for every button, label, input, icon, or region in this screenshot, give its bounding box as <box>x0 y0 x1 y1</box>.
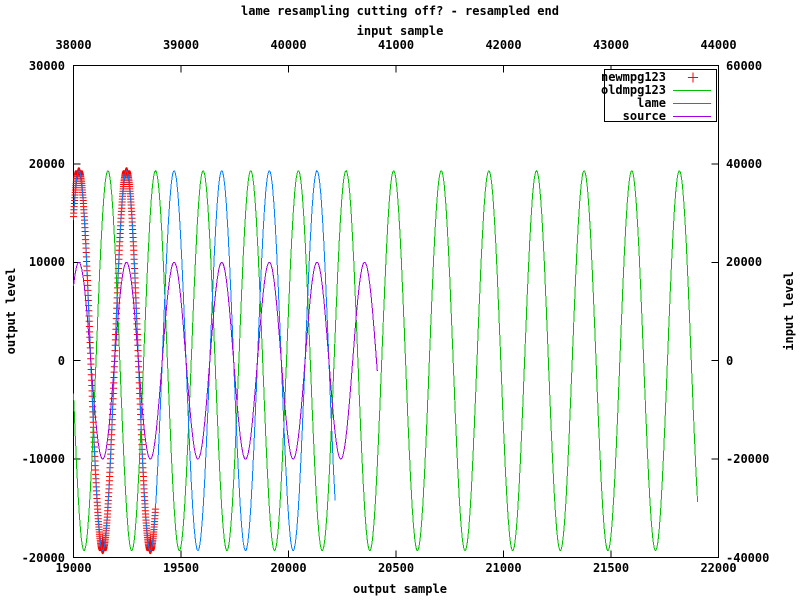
series-oldmpg123 <box>73 170 699 552</box>
x2-tick-label: 41000 <box>377 38 415 52</box>
y-tick-label: 10000 <box>28 255 65 270</box>
x-tick-label: 19500 <box>162 561 200 575</box>
y-tick-label: 20000 <box>28 156 65 171</box>
x-tick-label: 19000 <box>55 561 92 575</box>
legend-box <box>604 69 717 122</box>
series-source <box>73 261 378 460</box>
x2-tick-label: 40000 <box>270 38 307 52</box>
x2-tick-label: 42000 <box>485 38 522 52</box>
y2-tick-label: -20000 <box>726 452 770 467</box>
x-tick-label: 21500 <box>592 561 630 575</box>
x2-tick-label: 43000 <box>592 38 630 52</box>
x2-axis-label: input sample <box>356 24 444 38</box>
x-tick-label: 21000 <box>485 561 522 575</box>
x-axis-label: output sample <box>353 582 447 596</box>
y2-tick-label: 20000 <box>726 255 763 270</box>
chart-title: lame resampling cutting off? - resampled… <box>241 4 559 18</box>
y2-axis-label: input level <box>782 271 796 351</box>
y2-tick-label: 60000 <box>726 58 763 73</box>
x-tick-label: 20500 <box>377 561 415 575</box>
x2-tick-label: 44000 <box>700 38 737 52</box>
y2-tick-label: -40000 <box>726 550 770 565</box>
legend-label-oldmpg123: oldmpg123 <box>600 83 666 97</box>
series-lame <box>73 170 336 552</box>
x2-tick-label: 38000 <box>55 38 92 52</box>
y-axis-label: output level <box>4 267 18 355</box>
legend-sample-marker-newmpg123 <box>688 72 698 83</box>
y-tick-label: 30000 <box>28 58 65 73</box>
legend-label-source: source <box>622 109 666 123</box>
legend-label-newmpg123: newmpg123 <box>600 70 666 84</box>
y2-tick-label: 0 <box>726 353 734 368</box>
x-tick-label: 22000 <box>700 561 737 575</box>
x2-tick-label: 39000 <box>162 38 200 52</box>
y-tick-label: 0 <box>57 353 65 368</box>
y-tick-label: -10000 <box>21 452 65 467</box>
x-tick-label: 20000 <box>270 561 307 575</box>
legend-label-lame: lame <box>637 96 666 110</box>
y-tick-label: -20000 <box>21 550 65 565</box>
y2-tick-label: 40000 <box>726 156 763 171</box>
